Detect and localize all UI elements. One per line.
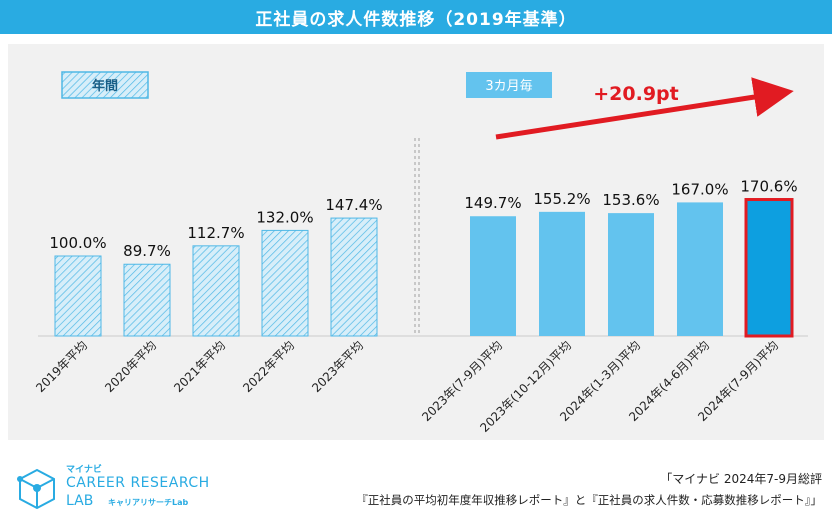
logo-name-line1: CAREER RESEARCH [66, 475, 210, 491]
x-tick-label: 2023年平均 [309, 338, 366, 395]
value-label: 100.0% [49, 234, 106, 252]
bar-quarterly-2 [539, 211, 585, 336]
x-tick-label: 2019年平均 [33, 338, 90, 395]
legend-annual: 年間 [61, 71, 149, 99]
source-note-line1: 「マイナビ 2024年7-9月総評 [660, 472, 822, 486]
career-research-lab-logo: マイナビ CAREER RESEARCH LAB キャリアリサーチLab [14, 462, 224, 516]
chart-title: 正社員の求人件数推移（2019年基準） [0, 0, 832, 34]
value-label: 89.7% [123, 242, 171, 260]
bar-quarterly-4 [677, 202, 723, 336]
logo-name-line2: LAB [66, 493, 94, 509]
x-tick-labels-layer: 2019年平均 2020年平均 2021年平均 2022年平均 2023年平均 2023年… [33, 338, 781, 435]
cube-logo-icon [17, 468, 55, 510]
bar-annual-3 [192, 245, 240, 337]
source-note-line2: 『正社員の平均初年度年収推移レポート』と『正社員の求人件数・応募数推移レポート』… [356, 493, 822, 507]
value-label: 155.2% [533, 190, 590, 208]
value-label: 153.6% [602, 191, 659, 209]
legend-quarterly-label: 3カ月毎 [485, 78, 532, 94]
bar-annual-2 [123, 263, 171, 337]
x-tick-label: 2022年平均 [240, 338, 297, 395]
trend-arrow [495, 77, 794, 140]
bar-quarterly-1 [470, 216, 516, 336]
value-label: 167.0% [671, 180, 728, 198]
x-tick-label: 2020年平均 [102, 338, 159, 395]
bar-quarterly-3 [608, 213, 654, 336]
bar-annual-1 [54, 255, 102, 337]
plot-area: 年間 3カ月毎 +20.9pt 100.0% 89.7% 112.7% 132.0% 1… [8, 44, 824, 440]
bar-quarterly-5 [744, 198, 794, 338]
bar-chart: 年間 3カ月毎 +20.9pt 100.0% 89.7%112.7%132.0%1… [33, 71, 808, 435]
value-label: 149.7% [464, 194, 521, 212]
legend-annual-label: 年間 [92, 78, 118, 94]
value-label: 132.0% [256, 208, 313, 226]
bar-annual-5 [330, 217, 378, 337]
bars-layer [54, 198, 794, 338]
delta-annotation: +20.9pt [593, 83, 678, 105]
x-tick-label: 2021年平均 [171, 338, 228, 395]
value-label: 112.7% [187, 224, 244, 242]
value-label: 147.4% [325, 196, 382, 214]
legend-quarterly: 3カ月毎 [466, 72, 552, 98]
logo-subtitle: キャリアリサーチLab [108, 498, 189, 507]
bar-annual-4 [261, 229, 309, 337]
logo-brand: マイナビ [66, 465, 102, 475]
value-label: 170.6% [740, 178, 797, 196]
value-labels-layer: 100.0% 89.7% 112.7% 132.0% 147.4% 149.7% 155.2… [49, 178, 797, 261]
